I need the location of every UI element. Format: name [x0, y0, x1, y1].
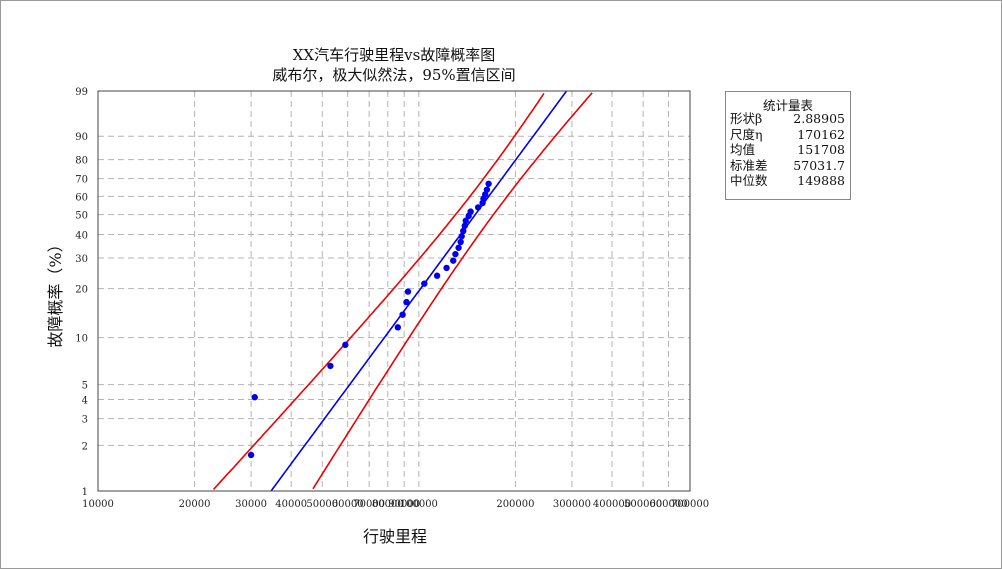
- y-tick-label: 10: [75, 334, 88, 345]
- x-tick-label: 70000: [353, 499, 385, 510]
- y-tick-label: 4: [82, 396, 88, 407]
- upper-confidence-bound: [212, 92, 545, 491]
- stat-value: 151708: [797, 142, 845, 157]
- data-point: [251, 394, 258, 401]
- data-point: [403, 298, 410, 306]
- x-tick-label: 300000: [553, 499, 591, 510]
- stat-label: 均值: [730, 142, 756, 157]
- curves: [212, 90, 593, 492]
- x-tick-label: 700000: [671, 499, 709, 510]
- stat-row-median: 中位数 149888: [726, 173, 850, 189]
- x-tick-label: 90000: [388, 499, 420, 510]
- data-point: [455, 244, 462, 251]
- stat-label: 标准差: [730, 157, 768, 173]
- data-point: [474, 204, 482, 211]
- grid-lines: [97, 90, 691, 492]
- y-tick-label: 1: [82, 487, 88, 498]
- stat-value: 2.88905: [793, 111, 845, 126]
- x-tick-label: 200000: [496, 499, 534, 510]
- x-tick-label: 40000: [275, 499, 307, 510]
- stat-value: 149888: [797, 173, 845, 188]
- stat-value: 170162: [797, 126, 845, 142]
- y-tick-label: 50: [75, 211, 88, 222]
- data-point: [342, 341, 349, 349]
- y-tick-label: 60: [75, 192, 88, 203]
- y-tick-label: 20: [75, 285, 88, 296]
- data-point: [327, 362, 334, 370]
- stat-label: 中位数: [730, 173, 768, 188]
- statistics-table: 统计量表 形状β 2.88905 尺度η 170162 均值 151708 标准…: [725, 91, 851, 200]
- data-point: [483, 186, 491, 193]
- fit-line: [270, 90, 568, 492]
- chart-subtitle: 威布尔，极大似然法，95%置信区间: [272, 66, 516, 84]
- data-point: [458, 233, 465, 240]
- x-tick-label: 10000: [82, 499, 114, 510]
- data-point: [404, 288, 412, 295]
- stat-label: 形状β: [730, 111, 763, 126]
- chart-title: XX汽车行驶里程vs故障概率图: [292, 46, 496, 64]
- x-tick-label: 600000: [649, 499, 687, 510]
- data-point: [421, 280, 428, 287]
- data-point: [485, 180, 492, 187]
- data-point: [461, 222, 468, 230]
- x-tick-label: 400000: [593, 499, 631, 510]
- x-tick-label: 500000: [624, 499, 662, 510]
- stat-label: 尺度η: [730, 126, 763, 142]
- data-point: [247, 451, 255, 459]
- x-tick-label: 100000: [400, 499, 438, 510]
- stat-row-mean: 均值 151708: [726, 142, 850, 158]
- y-tick-label: 30: [75, 254, 88, 265]
- y-tick-label: 99: [75, 87, 88, 98]
- plot-area-border: [97, 90, 691, 492]
- y-tick-label: 5: [82, 381, 88, 392]
- y-tick-labels: 1 2 3 4 5 10 20 30 40 50 60 70 80 90 99: [75, 87, 88, 498]
- stat-row-shape: 形状β 2.88905: [726, 111, 850, 127]
- data-points: [247, 180, 492, 459]
- data-point: [394, 324, 402, 331]
- y-tick-label: 70: [75, 175, 88, 186]
- x-tick-label: 20000: [179, 499, 211, 510]
- data-point: [467, 208, 474, 215]
- x-tick-label: 80000: [372, 499, 404, 510]
- data-point: [460, 227, 467, 235]
- data-point: [457, 238, 464, 246]
- stat-row-stdev: 标准差 57031.7: [726, 158, 850, 174]
- data-point: [433, 272, 441, 279]
- x-axis-label: 行驶里程: [362, 527, 427, 546]
- y-tick-label: 3: [82, 415, 88, 426]
- y-tick-label: 40: [75, 231, 88, 242]
- data-point: [462, 217, 469, 224]
- x-tick-label: 50000: [306, 499, 338, 510]
- x-tick-label: 30000: [235, 499, 267, 510]
- data-point: [399, 311, 406, 318]
- data-point: [443, 264, 450, 272]
- statistics-table-title: 统计量表: [762, 98, 813, 113]
- y-tick-label: 2: [82, 441, 88, 452]
- stat-row-scale: 尺度η 170162: [726, 127, 850, 143]
- y-tick-label: 80: [75, 156, 88, 167]
- data-point: [450, 257, 457, 264]
- lower-confidence-bound: [312, 92, 593, 490]
- x-tick-labels: 10000 20000 30000 40000 50000600007000080000…: [82, 499, 709, 510]
- data-point: [452, 250, 459, 258]
- y-axis-label: 故障概率（%）: [46, 236, 65, 348]
- x-tick-label: 60000: [332, 499, 364, 510]
- stat-value: 57031.7: [793, 157, 845, 173]
- y-tick-label: 90: [75, 132, 88, 143]
